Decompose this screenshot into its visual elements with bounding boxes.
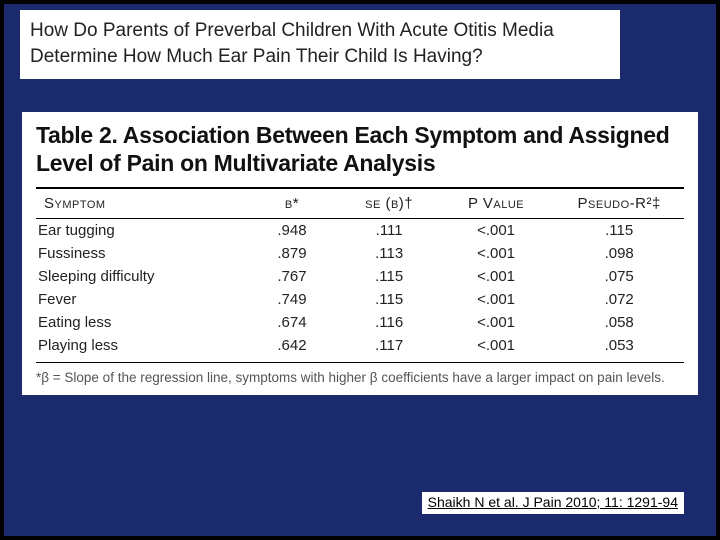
table-caption: Table 2. Association Between Each Sympto… [36,122,684,177]
page-title: How Do Parents of Preverbal Children Wit… [30,18,610,69]
citation-text: Shaikh N et al. J Pain 2010; 11: 1291-94 [428,494,678,510]
table-rule [36,362,684,363]
data-table: Symptom β* se (β)† P Value Pseudo-R²‡ Ea… [36,187,684,360]
citation-panel: Shaikh N et al. J Pain 2010; 11: 1291-94 [422,492,684,514]
col-header-se: se (β)† [341,188,438,219]
col-header-r2: Pseudo-R²‡ [554,188,684,219]
table-row: Sleeping difficulty .767 .115 <.001 .075 [36,265,684,288]
table-row: Ear tugging .948 .111 <.001 .115 [36,219,684,243]
table-row: Fussiness .879 .113 <.001 .098 [36,242,684,265]
table-body: Ear tugging .948 .111 <.001 .115 Fussine… [36,219,684,361]
table-footnote: *β = Slope of the regression line, sympt… [36,369,684,387]
title-panel: How Do Parents of Preverbal Children Wit… [20,10,620,79]
table-header-row: Symptom β* se (β)† P Value Pseudo-R²‡ [36,188,684,219]
table-row: Playing less .642 .117 <.001 .053 [36,334,684,360]
col-header-beta: β* [243,188,340,219]
col-header-pvalue: P Value [438,188,555,219]
table-row: Eating less .674 .116 <.001 .058 [36,311,684,334]
col-header-symptom: Symptom [36,188,243,219]
table-row: Fever .749 .115 <.001 .072 [36,288,684,311]
table-panel: Table 2. Association Between Each Sympto… [22,112,698,395]
